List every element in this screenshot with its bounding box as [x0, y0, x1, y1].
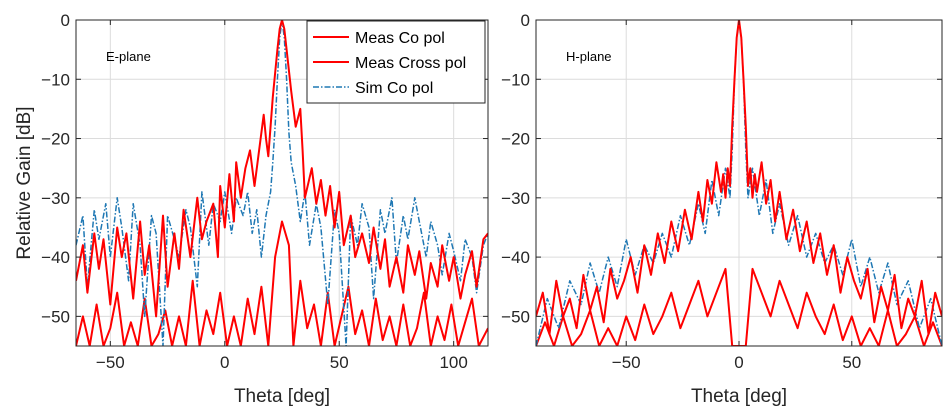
x-axis-label: Theta [deg] [234, 386, 330, 407]
y-tick-label: −30 [501, 189, 530, 208]
meas-cross-pol-line [536, 267, 942, 346]
y-tick-label: −40 [501, 248, 530, 267]
y-tick-label: 0 [521, 11, 530, 30]
series-group [76, 20, 488, 346]
sim-co-pol-line [76, 20, 488, 346]
x-tick-label: 100 [439, 353, 467, 372]
y-tick-label: −50 [501, 307, 530, 326]
sim-co-pol-line [536, 20, 942, 346]
meas-co-pol-line [76, 20, 488, 318]
axes-frame [75, 19, 489, 347]
series-group [536, 20, 942, 346]
meas-cross-pol-line [76, 220, 488, 346]
x-tick-label: −50 [96, 353, 125, 372]
y-tick-label: −30 [41, 189, 70, 208]
x-tick-label: −50 [612, 353, 641, 372]
y-tick-label: −50 [41, 307, 70, 326]
plane-annotation: H-plane [566, 49, 612, 64]
y-tick-label: −40 [41, 248, 70, 267]
h-plane-chart: −50 0 50 0 −10 −20 −30 −40 −50 Theta [deg] H-plane [501, 11, 943, 407]
y-tick-label: −20 [41, 130, 70, 149]
y-tick-label: 0 [61, 11, 70, 30]
y-tick-label: −10 [501, 70, 530, 89]
legend-entry: Meas Co pol [355, 30, 445, 47]
x-tick-label: 50 [330, 353, 349, 372]
y-tick-label: −10 [41, 70, 70, 89]
x-tick-label: 0 [220, 353, 229, 372]
legend-entry: Sim Co pol [355, 80, 433, 97]
e-plane-chart: −50 0 50 100 0 −10 −20 −30 −40 −50 Theta [deg] Rela… [14, 11, 489, 407]
x-tick-label: 50 [842, 353, 861, 372]
plane-annotation: E-plane [106, 49, 151, 64]
y-tick-label: −20 [501, 130, 530, 149]
y-axis-label: Relative Gain [dB] [14, 106, 35, 259]
meas-co-pol-line [536, 20, 942, 336]
x-axis-label: Theta [deg] [691, 386, 787, 407]
legend-entry: Meas Cross pol [355, 55, 466, 72]
legend: Meas Co pol Meas Cross pol Sim Co pol [306, 20, 486, 104]
x-tick-label: 0 [734, 353, 743, 372]
